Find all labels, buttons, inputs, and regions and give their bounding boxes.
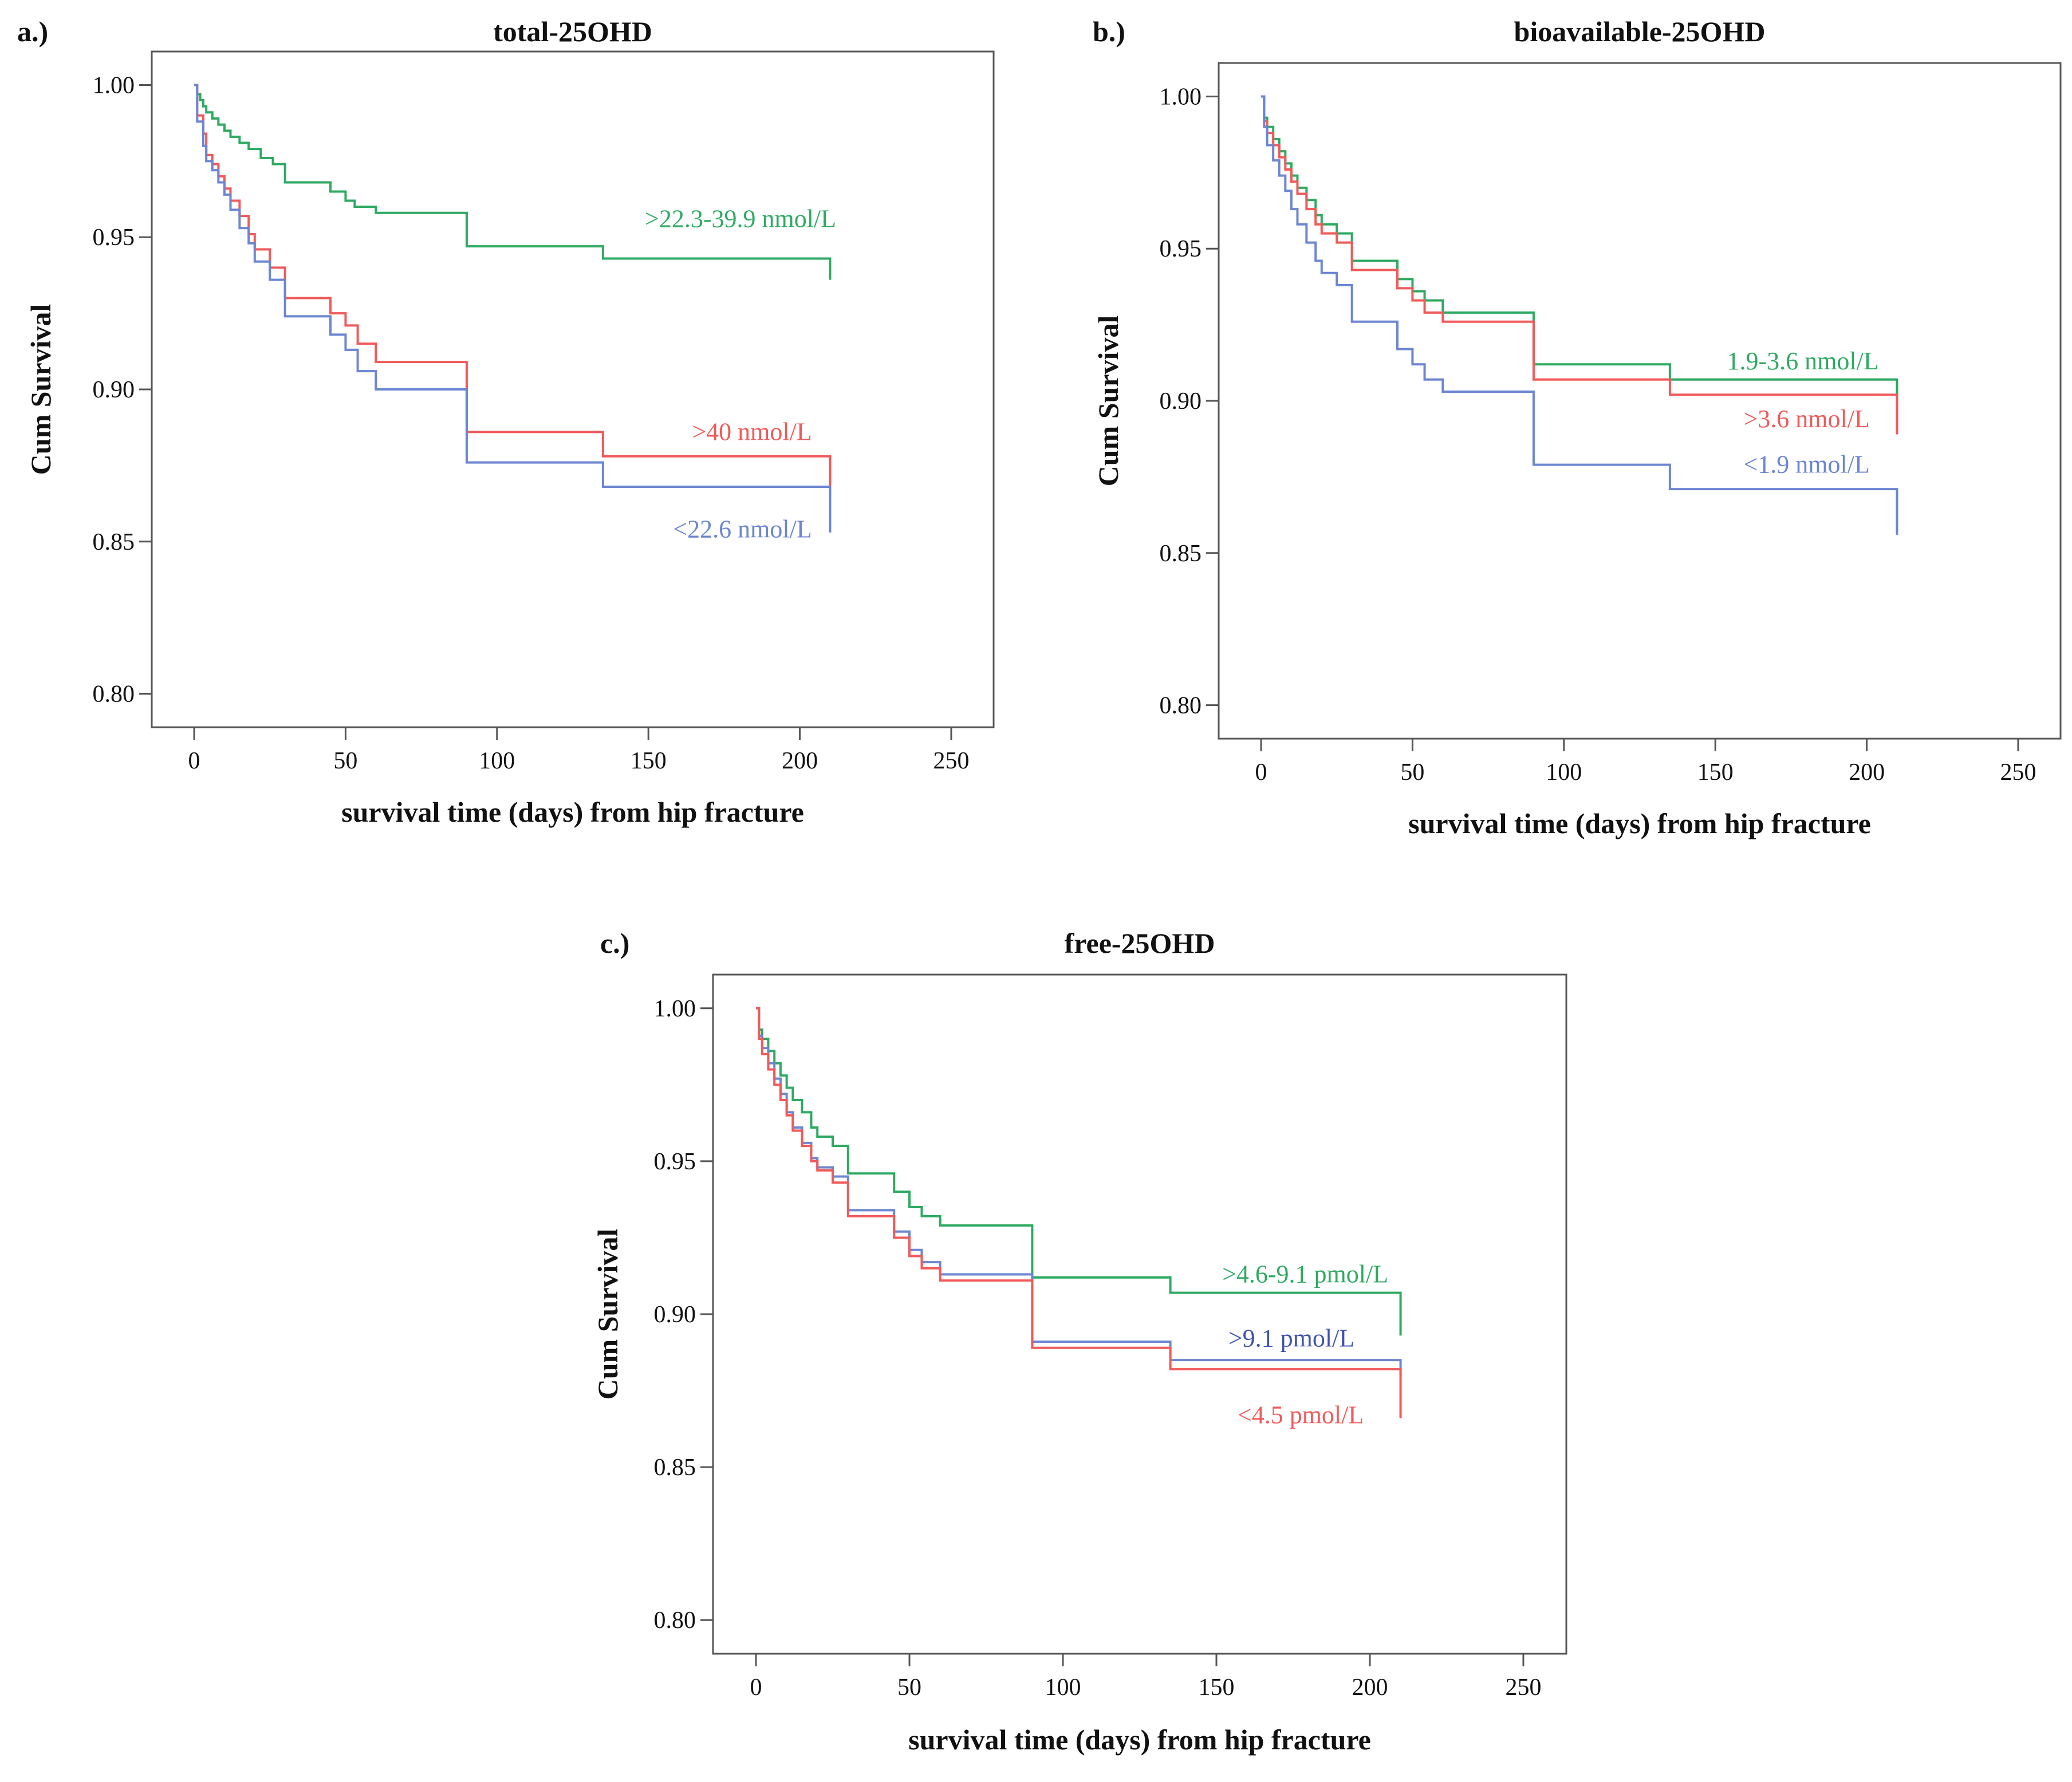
series-label: >4.6-9.1 pmol/L [1222, 1260, 1388, 1288]
chart-title: bioavailable-25OHD [1514, 15, 1766, 48]
series-label: <1.9 nmol/L [1743, 451, 1869, 479]
series-line-2 [194, 84, 832, 533]
x-tick-label: 50 [897, 1674, 921, 1701]
series-label: >40 nmol/L [692, 417, 812, 446]
x-tick-label: 200 [782, 748, 818, 774]
y-tick-label: 0.95 [1160, 236, 1202, 262]
plot-frame [1218, 62, 2062, 740]
y-tick-label: 1.00 [93, 72, 135, 98]
y-tick-label: 0.85 [93, 529, 135, 555]
series-line-2 [1261, 95, 1898, 535]
series-line-0 [1261, 95, 1898, 401]
series-line-1 [194, 84, 832, 493]
y-tick-label: 0.85 [1160, 541, 1202, 567]
x-tick-label: 100 [479, 748, 515, 774]
series-label: <22.6 nmol/L [673, 515, 812, 543]
x-tick-label: 150 [1697, 759, 1734, 786]
y-axis-title: Cum Survival [1092, 316, 1124, 487]
series-line-2 [756, 1007, 1402, 1418]
x-axis-title: survival time (days) from hip fracture [1408, 807, 1871, 839]
series-line-0 [194, 84, 832, 280]
x-axis-title: survival time (days) from hip fracture [341, 796, 804, 828]
x-axis-title: survival time (days) from hip fracture [908, 1724, 1371, 1756]
x-tick-label: 0 [1255, 759, 1267, 786]
series-line-1 [1261, 95, 1898, 435]
panel-letter: a.) [17, 15, 48, 48]
chart-panel-a: a.) total-25OHD 0.80 0.85 0.90 0.95 1.00 0 50 100… [17, 15, 995, 828]
chart-panel-b: b.) bioavailable-25OHD 0.80 0.85 0.90 0.95 1.0… [1092, 15, 2062, 839]
y-tick-label: 0.90 [93, 377, 135, 403]
x-tick-label: 0 [750, 1674, 762, 1701]
x-tick-label: 150 [631, 748, 667, 774]
series-line-1 [756, 1007, 1402, 1375]
y-tick-label: 1.00 [654, 996, 696, 1022]
series-label: >22.3-39.9 nmol/L [645, 204, 836, 232]
x-tick-label: 100 [1045, 1674, 1081, 1701]
series-label: <4.5 pmol/L [1238, 1401, 1364, 1429]
x-tick-label: 50 [333, 748, 357, 774]
series-label: 1.9-3.6 nmol/L [1727, 347, 1879, 375]
chart-title: total-25OHD [493, 15, 652, 48]
x-tick-label: 100 [1546, 759, 1582, 786]
y-tick-label: 0.90 [1160, 388, 1202, 415]
panel-letter: c.) [600, 927, 629, 959]
y-tick-label: 0.95 [93, 224, 135, 251]
x-tick-label: 50 [1400, 759, 1424, 786]
x-tick-label: 0 [188, 748, 200, 774]
y-tick-label: 1.00 [1160, 84, 1202, 110]
x-tick-label: 150 [1198, 1674, 1234, 1701]
y-axis-title: Cum Survival [25, 304, 57, 475]
x-tick-label: 200 [1849, 759, 1885, 786]
panel-letter: b.) [1093, 15, 1125, 48]
y-tick-label: 0.80 [93, 681, 135, 708]
x-tick-label: 250 [2000, 759, 2036, 786]
x-tick-label: 200 [1352, 1674, 1388, 1701]
series-label: >3.6 nmol/L [1743, 405, 1869, 433]
chart-title: free-25OHD [1065, 927, 1215, 959]
x-tick-label: 250 [933, 748, 969, 774]
chart-panel-c: c.) free-25OHD 0.80 0.85 0.90 0.95 1.00 0 50 100 1… [592, 927, 1567, 1756]
y-axis-title: Cum Survival [592, 1229, 624, 1400]
x-tick-label: 250 [1505, 1674, 1541, 1701]
plot-frame [151, 50, 995, 728]
y-tick-label: 0.90 [654, 1302, 696, 1328]
y-tick-label: 0.80 [654, 1607, 696, 1634]
y-tick-label: 0.80 [1160, 693, 1202, 719]
series-label: >9.1 pmol/L [1228, 1324, 1354, 1353]
y-tick-label: 0.85 [654, 1454, 696, 1481]
y-tick-label: 0.95 [654, 1149, 696, 1175]
plot-frame [712, 973, 1567, 1655]
series-line-0 [756, 1007, 1402, 1336]
